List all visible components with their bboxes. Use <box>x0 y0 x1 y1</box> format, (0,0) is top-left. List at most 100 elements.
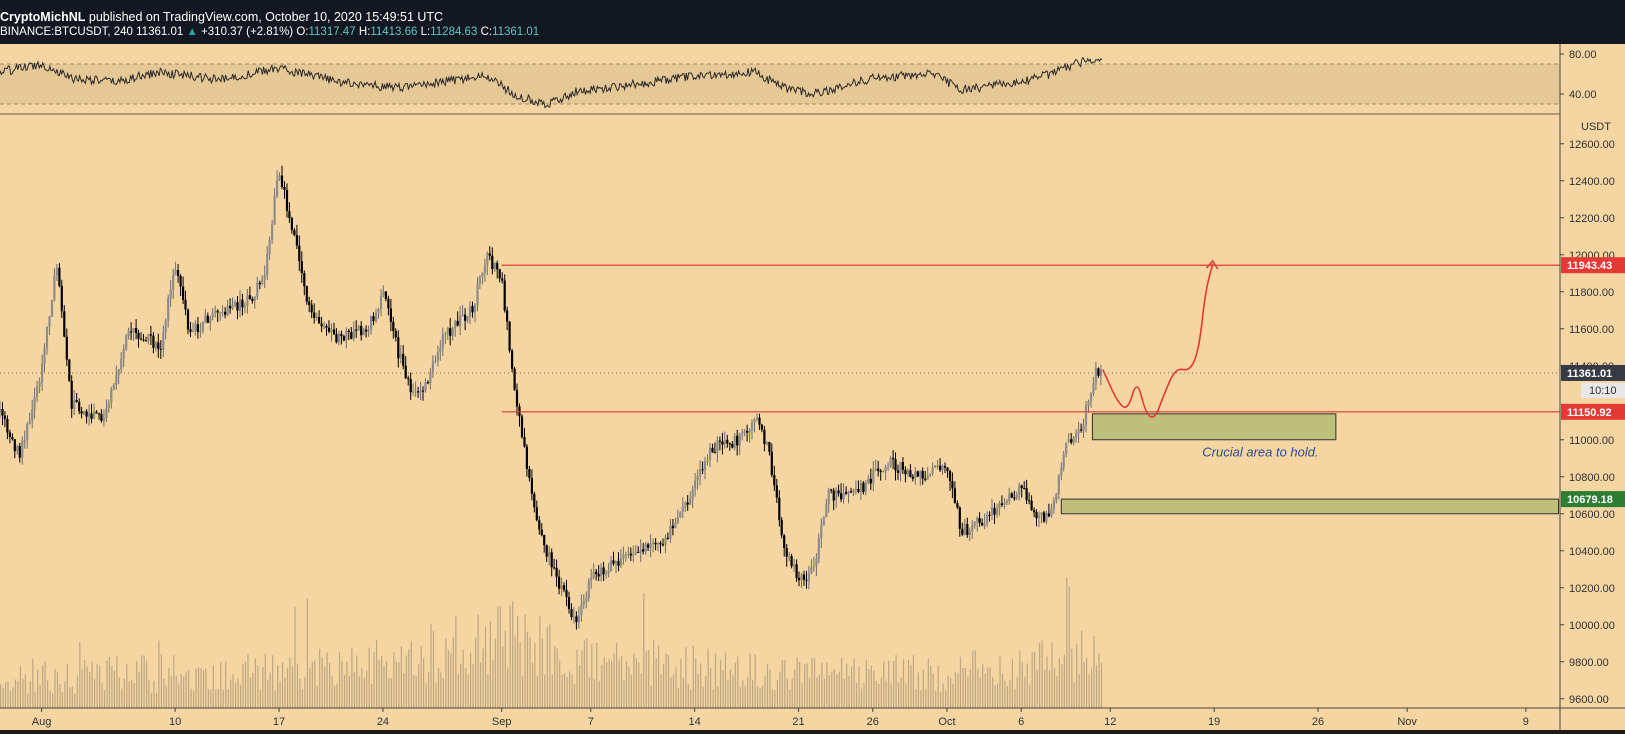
candle-body <box>387 298 390 309</box>
main-price-pane[interactable]: Crucial area to hold. <box>0 165 1560 708</box>
candle-body <box>995 508 999 515</box>
volume-bar <box>564 673 566 708</box>
volume-bar <box>1061 664 1063 708</box>
volume-bar <box>895 655 897 708</box>
zone-tag[interactable] <box>1561 491 1625 508</box>
crucial-area-note[interactable]: Crucial area to hold. <box>1202 445 1318 460</box>
candle-body <box>879 470 882 472</box>
price-tick-label: 9800.00 <box>1569 657 1609 669</box>
candle-body <box>1020 485 1023 489</box>
volume-bar <box>945 690 947 708</box>
volume-bar <box>937 665 939 708</box>
crucial-zone[interactable] <box>1091 413 1337 441</box>
volume-bar <box>316 686 318 708</box>
volume-bar <box>487 674 489 708</box>
time-axis[interactable]: Aug 10 17 24 Sep 7 14 21 26 Oct 6 12 19 26 Nov 9 <box>0 707 1625 728</box>
volume-bar <box>304 677 306 708</box>
candle-body <box>332 329 336 335</box>
volume-bar <box>596 642 598 708</box>
candle-body <box>449 328 452 336</box>
volume-bar <box>806 663 808 708</box>
candle-body <box>877 468 880 471</box>
volume-bar <box>240 684 242 708</box>
volume-bar <box>821 663 823 708</box>
candle-body <box>303 273 306 287</box>
candle-body <box>194 324 197 331</box>
candle-body <box>112 384 115 390</box>
volume-bar <box>452 637 454 708</box>
projection-path[interactable] <box>1102 263 1214 418</box>
price-tick-label: 10400.00 <box>1569 546 1615 558</box>
volume-bar <box>0 684 2 708</box>
candle-body <box>681 507 684 512</box>
time-tick-label: 26 <box>867 716 879 728</box>
volume-bar <box>311 661 313 708</box>
candle-body <box>473 305 477 313</box>
candle-body <box>164 320 167 333</box>
candle-body <box>337 333 340 343</box>
volume-bar <box>826 662 828 708</box>
volume-bar <box>294 606 296 708</box>
volume-bar <box>764 676 766 708</box>
candle-body <box>1010 493 1013 498</box>
volume-bar <box>865 659 867 708</box>
candle-body <box>669 525 672 539</box>
volume-bar <box>504 630 506 708</box>
candle-body <box>840 493 843 500</box>
candle-body <box>1025 488 1028 501</box>
candle-body <box>590 577 593 581</box>
candle-body <box>943 466 947 468</box>
bottom-toolbar-edge <box>0 730 1625 734</box>
candle-body <box>911 476 914 479</box>
candle-body <box>607 570 610 574</box>
volume-bar <box>153 680 155 708</box>
author-name[interactable]: CryptoMichNL <box>0 10 86 24</box>
candle-body <box>152 335 155 348</box>
volume-bar <box>489 621 491 708</box>
volume-bar <box>425 683 427 708</box>
price-tick-label: 11600.00 <box>1569 324 1614 336</box>
volume-bar <box>393 652 395 708</box>
candle-body <box>266 254 269 276</box>
candles[interactable] <box>0 165 1102 630</box>
volume-bar <box>707 648 709 708</box>
volume-bar <box>37 669 39 708</box>
candle-body <box>765 442 768 444</box>
support-tag[interactable] <box>1561 403 1625 420</box>
candle-body <box>454 320 457 329</box>
volume-bar <box>935 691 937 708</box>
chart-header: CryptoMichNL published on TradingView.co… <box>0 0 1625 44</box>
volume-bar <box>1093 635 1095 708</box>
volume-bar <box>648 649 650 708</box>
candle-body <box>689 499 692 505</box>
candle-body <box>414 391 417 393</box>
candle-body <box>627 553 630 555</box>
candle-body <box>323 325 326 327</box>
volume-bar <box>598 680 600 708</box>
current-price-tag[interactable] <box>1561 364 1625 381</box>
lower-support-zone[interactable] <box>1060 498 1560 515</box>
candle-body <box>1047 513 1050 517</box>
candle-body <box>511 350 514 369</box>
candle-body <box>426 382 430 384</box>
volume-bar <box>207 688 209 708</box>
candle-body <box>728 443 731 445</box>
volume-bar <box>1073 682 1075 708</box>
candle-body <box>805 579 808 581</box>
resistance-tag[interactable] <box>1561 257 1625 274</box>
candle-body <box>540 529 543 536</box>
price-chart[interactable]: Crucial area to hold. 80.00 40.00 USDT 1260… <box>0 44 1625 730</box>
candle-body <box>691 488 694 500</box>
candle-body <box>592 571 595 578</box>
volume-bar <box>791 678 793 708</box>
symbol-label[interactable]: BINANCE:BTCUSDT, 240 <box>0 26 133 38</box>
volume-bar <box>220 662 222 708</box>
candle-body <box>70 381 73 409</box>
volume-bar <box>1016 677 1018 708</box>
price-axis[interactable]: 80.0040.00USDT12600.0012400.0012200.0012… <box>1559 44 1625 730</box>
candle-body <box>632 553 635 556</box>
candle-body <box>768 442 771 452</box>
volume-bar <box>432 631 435 708</box>
volume-bar <box>267 680 269 708</box>
candle-body <box>68 359 71 381</box>
